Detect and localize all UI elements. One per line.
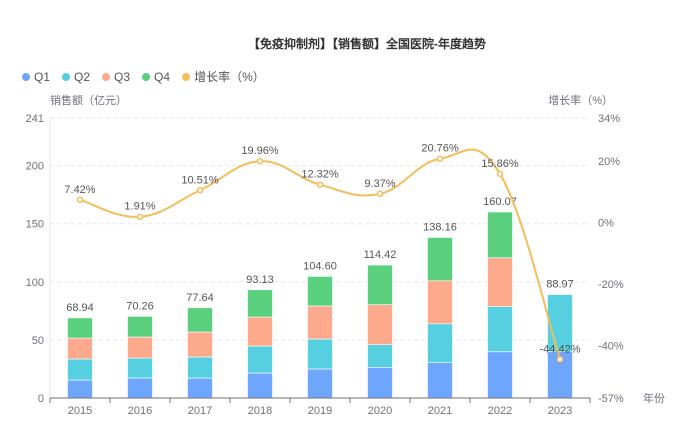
x-tick-label: 2018 — [248, 405, 272, 417]
bar-total-label: 114.42 — [364, 249, 397, 261]
growth-rate-point — [436, 155, 444, 162]
bar-q3 — [67, 337, 93, 360]
bar-q1 — [247, 372, 273, 399]
growth-rate-label: 9.37% — [364, 178, 395, 190]
bar-q1 — [127, 377, 153, 399]
y-tick-label: 150 — [26, 219, 44, 231]
growth-rate-point — [196, 187, 204, 194]
growth-rate-point — [256, 157, 264, 165]
y-tick-label: 50 — [32, 335, 44, 347]
bar-q4 — [127, 316, 153, 338]
bar-q4 — [487, 211, 513, 259]
y-tick-label: 0 — [38, 393, 44, 405]
legend-marker-icon — [62, 73, 71, 81]
growth-rate-label: 12.32% — [301, 169, 339, 181]
x-axis-label: 年份 — [643, 391, 665, 405]
bar-q2 — [487, 306, 513, 353]
bar-q3 — [187, 331, 213, 358]
x-tick-label: 2020 — [368, 405, 392, 417]
bar-q2 — [367, 344, 393, 368]
bar-q1 — [487, 351, 513, 399]
bar-q4 — [67, 317, 93, 339]
x-tick-label: 2017 — [188, 405, 212, 417]
bar-q2 — [547, 294, 573, 353]
bar-total-label: 88.97 — [546, 279, 574, 291]
legend-marker-icon — [142, 73, 151, 81]
bar-total-label: 93.13 — [246, 274, 274, 286]
growth-rate-point — [76, 196, 84, 204]
bar-q3 — [487, 257, 513, 307]
growth-rate-label: 10.51% — [181, 174, 219, 186]
bar-q2 — [427, 323, 453, 363]
growth-rate-label: -44.42% — [540, 343, 581, 355]
bar-total-label: 104.60 — [303, 260, 337, 272]
y2-tick-label: 20% — [598, 156, 620, 168]
bar-q3 — [367, 304, 393, 345]
bar-q4 — [427, 237, 453, 282]
x-tick-label: 2016 — [128, 405, 152, 417]
legend-marker-icon — [102, 73, 111, 81]
y-axis-label: 销售额（亿元） — [50, 93, 127, 107]
y2-tick-label: -40% — [598, 341, 624, 353]
growth-rate-point — [556, 356, 564, 363]
x-tick-label: 2022 — [488, 405, 512, 417]
bar-q2 — [307, 338, 333, 370]
growth-rate-label: 7.42% — [64, 184, 95, 196]
bar-q2 — [247, 345, 273, 374]
y2-axis-label: 增长率（%） — [548, 93, 613, 107]
growth-rate-line — [79, 148, 561, 360]
growth-rate-point — [316, 181, 324, 188]
legend-marker-icon — [182, 73, 191, 81]
bar-q3 — [427, 280, 453, 325]
x-tick-label: 2015 — [68, 405, 92, 417]
y-tick-label: 200 — [26, 161, 44, 173]
y2-tick-label: -20% — [598, 279, 624, 291]
bar-total-label: 70.26 — [126, 300, 154, 312]
bar-total-label: 160.07 — [483, 196, 517, 208]
x-tick-label: 2021 — [428, 405, 452, 417]
bar-q2 — [187, 356, 213, 379]
bar-q4 — [187, 307, 213, 333]
bar-q1 — [367, 367, 393, 399]
growth-rate-label: 20.76% — [421, 143, 459, 155]
y-tick-label: 241 — [26, 113, 44, 125]
growth-rate-point — [136, 213, 144, 220]
bar-q1 — [427, 362, 453, 399]
y2-tick-label: 34% — [598, 113, 620, 125]
growth-rate-label: 15.86% — [481, 158, 519, 170]
bar-q3 — [127, 336, 153, 359]
y-tick-label: 100 — [26, 277, 44, 289]
legend-item: 增长率（%） — [194, 69, 265, 84]
bar-total-label: 138.16 — [423, 221, 457, 233]
legend-item: Q4 — [154, 70, 170, 84]
bar-total-label: 68.94 — [66, 302, 94, 314]
x-tick-label: 2023 — [548, 405, 572, 417]
x-tick-label: 2019 — [308, 405, 332, 417]
legend: Q1 Q2 Q3 Q4 增长率（%） — [22, 69, 265, 84]
growth-rate-label: 19.96% — [241, 145, 279, 157]
bar-q1 — [307, 368, 333, 399]
bar-q2 — [127, 357, 153, 379]
legend-marker-icon — [22, 73, 30, 81]
bar-q3 — [247, 316, 273, 347]
legend-item: Q2 — [74, 70, 90, 84]
chart-title: 【免疫抑制剂】【销售额】全国医院-年度趋势 — [248, 36, 486, 51]
y2-tick-label: 0% — [598, 218, 614, 230]
legend-item: Q3 — [114, 70, 130, 84]
bar-q1 — [187, 377, 213, 399]
growth-rate-label: 1.91% — [124, 201, 155, 213]
bar-q3 — [307, 305, 333, 340]
bar-q4 — [367, 264, 393, 306]
bar-q4 — [307, 276, 333, 307]
growth-rate-point — [496, 170, 504, 178]
bar-q4 — [247, 289, 273, 318]
bar-q1 — [67, 379, 93, 399]
legend-item: Q1 — [34, 70, 50, 84]
growth-rate-point — [376, 190, 384, 198]
bar-q2 — [67, 358, 93, 381]
bar-total-label: 77.64 — [186, 292, 214, 304]
y2-tick-label: -57% — [598, 393, 624, 405]
